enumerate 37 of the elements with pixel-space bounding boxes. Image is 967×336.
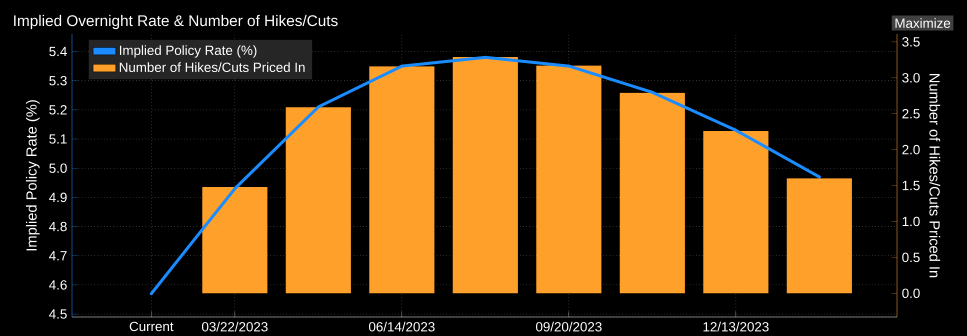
y-tick-label: 5.2 [49, 105, 67, 115]
text: Maximize [896, 18, 950, 28]
bar [620, 92, 685, 294]
bar [202, 186, 268, 294]
y-tick-label: 4.6 [49, 280, 67, 290]
bar [369, 66, 434, 294]
y-tick-label: 5.1 [49, 134, 67, 144]
legend-label: Number of Hikes/Cuts Priced In [120, 62, 305, 72]
bar [703, 130, 768, 294]
bar [452, 56, 518, 294]
y2-tick-label: 2.5 [902, 109, 920, 118]
x-tick-label: Current [130, 322, 174, 332]
x-tick-label: 09/20/2023 [536, 322, 602, 332]
y-tick-label: 5.0 [49, 163, 67, 173]
y2-axis-title: Number of Hikes/Cuts Priced In [929, 74, 940, 278]
y2-tick-label: 3.0 [902, 73, 920, 83]
y-axis-title: Implied Policy Rate (%) [26, 100, 40, 250]
chart-title: Implied Overnight Rate & Number of Hikes/Cuts [14, 14, 338, 30]
y-tick-label: 5.4 [49, 46, 67, 56]
y-tick-label: 4.8 [49, 222, 67, 232]
y2-tick-label: 1.5 [902, 180, 920, 190]
y-tick-label: 4.9 [49, 192, 67, 202]
y2-tick-label: 3.5 [902, 37, 920, 47]
y2-tick-label: 2.0 [902, 144, 920, 154]
bar [286, 107, 351, 294]
y2-tick-label: 0.5 [902, 252, 920, 262]
x-tick-label: 12/13/2023 [704, 322, 769, 332]
y-tick-label: 5.3 [49, 76, 67, 86]
y2-tick-label: 0.0 [902, 288, 920, 298]
bar [786, 178, 852, 294]
y-tick-label: 4.5 [49, 309, 67, 319]
x-tick-label: 06/14/2023 [368, 322, 435, 332]
y2-tick-label: 1.0 [902, 216, 920, 226]
bar [536, 66, 602, 294]
legend-label: Implied Policy Rate (%) [120, 45, 256, 58]
y-tick-label: 4.7 [49, 251, 67, 260]
x-tick-label: 03/22/2023 [202, 322, 268, 332]
